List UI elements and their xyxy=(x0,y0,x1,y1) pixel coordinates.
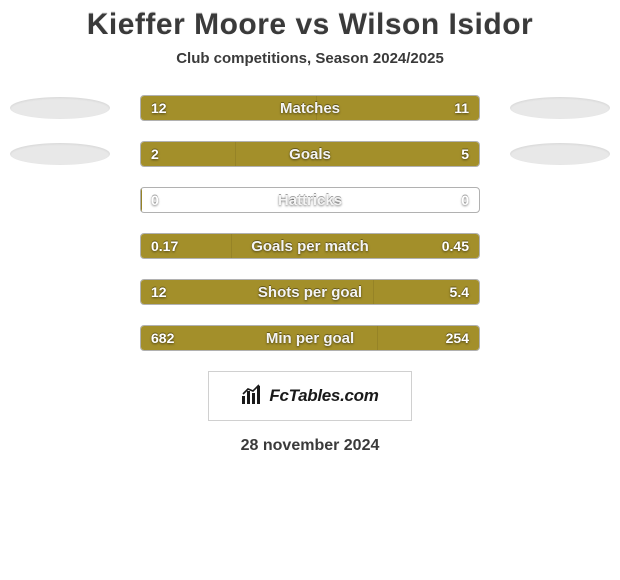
left-value: 0.17 xyxy=(151,234,178,258)
stat-label: Matches xyxy=(141,96,479,120)
stat-bar: Hattricks0 0 xyxy=(140,187,480,213)
stat-label: Min per goal xyxy=(141,326,479,350)
left-ellipse xyxy=(10,143,110,165)
stat-row: Goals per match0.17 0.45 xyxy=(0,233,620,259)
stat-bar: Goals per match0.17 0.45 xyxy=(140,233,480,259)
subtitle: Club competitions, Season 2024/2025 xyxy=(0,50,620,67)
stat-rows: Matches1211Goals25Hattricks00Goals per m… xyxy=(0,95,620,351)
stat-bar: Shots per goal12 5.4 xyxy=(140,279,480,305)
stat-label: Shots per goal xyxy=(141,280,479,304)
stat-row: Hattricks0 0 xyxy=(0,187,620,213)
bars-icon xyxy=(241,384,263,409)
stat-row: Goals2 5 xyxy=(0,141,620,167)
stat-label: Goals xyxy=(141,142,479,166)
date-label: 28 november 2024 xyxy=(0,437,620,455)
left-value: 0 xyxy=(151,188,159,212)
right-value: 254 xyxy=(446,326,469,350)
right-ellipse xyxy=(510,97,610,119)
right-value: 5 xyxy=(461,142,469,166)
stat-row: Matches12 11 xyxy=(0,95,620,121)
stat-row: Shots per goal12 5.4 xyxy=(0,279,620,305)
stat-bar: Min per goal682 254 xyxy=(140,325,480,351)
brand-box: FcTables.com xyxy=(208,371,412,421)
right-value: 0.45 xyxy=(442,234,469,258)
right-value: 0 xyxy=(461,188,469,212)
stat-label: Goals per match xyxy=(141,234,479,258)
stat-bar: Matches12 11 xyxy=(140,95,480,121)
left-value: 682 xyxy=(151,326,174,350)
brand-name: FcTables.com xyxy=(269,386,378,406)
stat-bar: Goals2 5 xyxy=(140,141,480,167)
stat-label: Hattricks xyxy=(141,188,479,212)
right-value: 5.4 xyxy=(450,280,469,304)
right-value: 11 xyxy=(454,96,469,120)
left-value: 2 xyxy=(151,142,159,166)
right-ellipse xyxy=(510,143,610,165)
page-title: Kieffer Moore vs Wilson Isidor xyxy=(0,8,620,42)
left-value: 12 xyxy=(151,96,167,120)
comparison-card: Kieffer Moore vs Wilson Isidor Club comp… xyxy=(0,0,620,580)
left-value: 12 xyxy=(151,280,167,304)
stat-row: Min per goal682 254 xyxy=(0,325,620,351)
left-ellipse xyxy=(10,97,110,119)
